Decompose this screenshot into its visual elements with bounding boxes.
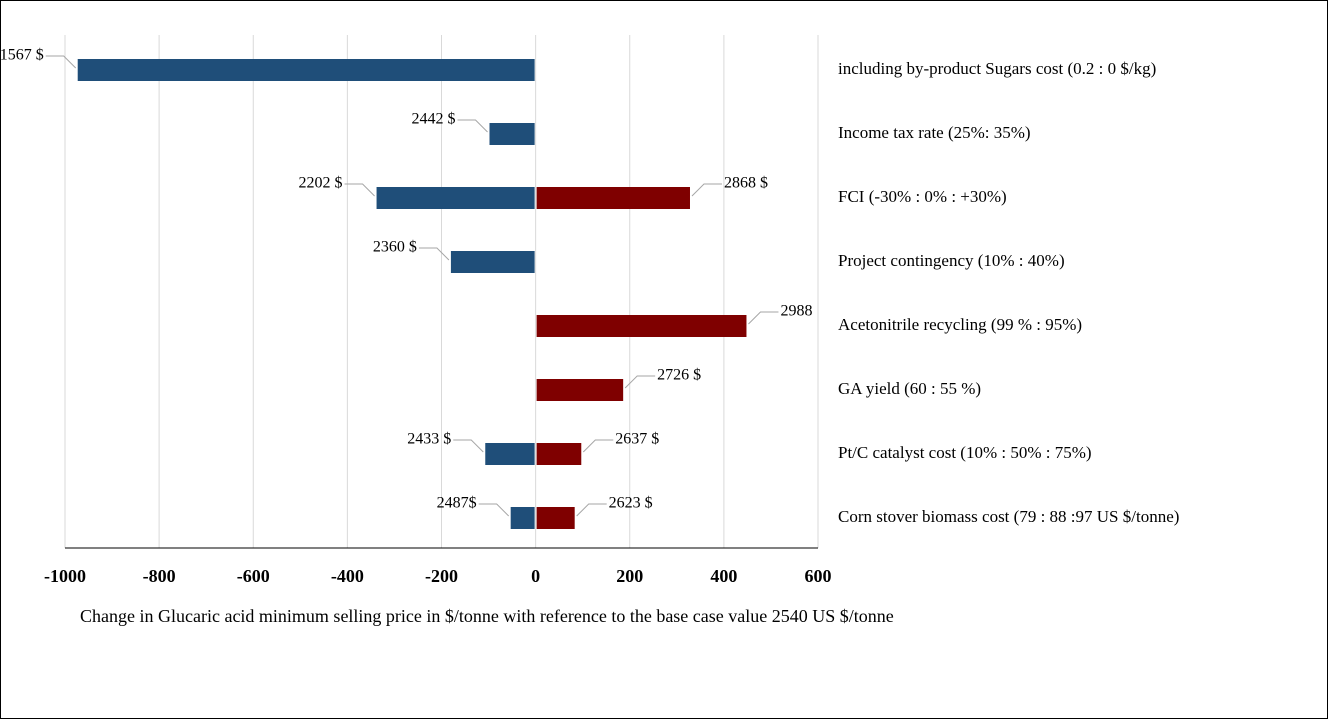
x-tick-label: -400 (331, 566, 364, 586)
leader-line (478, 503, 510, 517)
leader-line (576, 503, 607, 517)
x-tick-label: -200 (425, 566, 458, 586)
bar-label: 2360 $ (373, 239, 417, 256)
category-label: Project contingency (10% : 40%) (838, 251, 1065, 270)
bar (510, 507, 535, 529)
category-label: including by-product Sugars cost (0.2 : … (838, 59, 1156, 78)
leader-line (344, 183, 375, 197)
bar-label: 2433 $ (407, 431, 451, 448)
bar (489, 123, 535, 145)
bar (536, 443, 582, 465)
leader-line (691, 183, 722, 197)
bar (536, 507, 575, 529)
bar-label: 2623 $ (609, 495, 653, 512)
bar-label: 2868 $ (724, 175, 768, 192)
bar (536, 187, 690, 209)
category-label: Income tax rate (25%: 35%) (838, 123, 1031, 142)
bar (536, 379, 624, 401)
leader-line (418, 247, 450, 261)
bar-label: 2487$ (437, 495, 477, 512)
bar (485, 443, 535, 465)
leader-line (624, 375, 656, 389)
x-tick-label: 0 (531, 566, 540, 586)
x-tick-label: 400 (710, 566, 737, 586)
bar-label: 2988 (780, 303, 812, 320)
bar (450, 251, 535, 273)
leader-line (748, 311, 779, 325)
bar-label: 2442 $ (412, 111, 456, 128)
leader-line (582, 439, 614, 453)
bar-label: 1567 $ (0, 47, 44, 64)
bar (376, 187, 535, 209)
bar-label: 2637 $ (615, 431, 659, 448)
category-label: Corn stover biomass cost (79 : 88 :97 US… (838, 507, 1179, 526)
category-label: Acetonitrile recycling (99 % : 95%) (838, 315, 1082, 334)
category-label: FCI (-30% : 0% : +30%) (838, 187, 1007, 206)
bar-label: 2202 $ (299, 175, 343, 192)
leader-line (45, 55, 77, 69)
x-tick-label: 200 (616, 566, 643, 586)
bar-label: 2726 $ (657, 367, 701, 384)
leader-line (453, 439, 484, 453)
leader-line (457, 119, 488, 133)
x-tick-label: -800 (143, 566, 176, 586)
bar (536, 315, 747, 337)
x-tick-label: -1000 (44, 566, 86, 586)
bar (77, 59, 535, 81)
category-label: Pt/C catalyst cost (10% : 50% : 75%) (838, 443, 1092, 462)
x-tick-label: 600 (805, 566, 832, 586)
category-label: GA yield (60 : 55 %) (838, 379, 981, 398)
x-axis-title: Change in Glucaric acid minimum selling … (80, 606, 894, 626)
x-tick-label: -600 (237, 566, 270, 586)
